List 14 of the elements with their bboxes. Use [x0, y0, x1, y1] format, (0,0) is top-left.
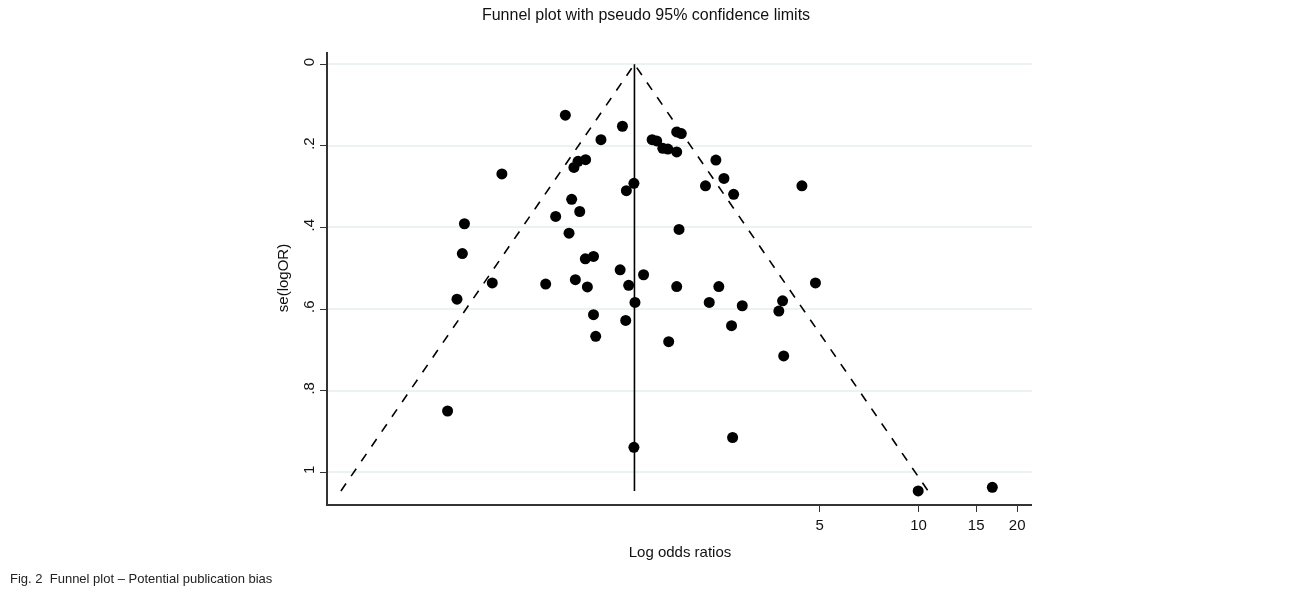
x-tick-label: 10 [910, 515, 927, 533]
x-tick-label: 5 [815, 515, 824, 533]
y-tick-label: 1 [300, 465, 318, 475]
y-tick-label: .4 [300, 218, 318, 232]
y-tick-label: .2 [300, 137, 318, 150]
x-tick-label: 20 [1008, 515, 1026, 533]
y-tick-label: .6 [300, 300, 318, 314]
y-tick-label: 0 [300, 57, 318, 67]
chart-title: Funnel plot with pseudo 95% confidence limits [481, 6, 811, 24]
y-tick-label: .8 [300, 382, 318, 395]
y-axis-title: se(logOR) [274, 243, 291, 313]
caption: Fig. 2 Funnel plot – Potential publication bias [10, 571, 273, 586]
x-tick-label: 15 [967, 515, 985, 533]
x-axis-title: Log odds ratios [628, 543, 732, 561]
